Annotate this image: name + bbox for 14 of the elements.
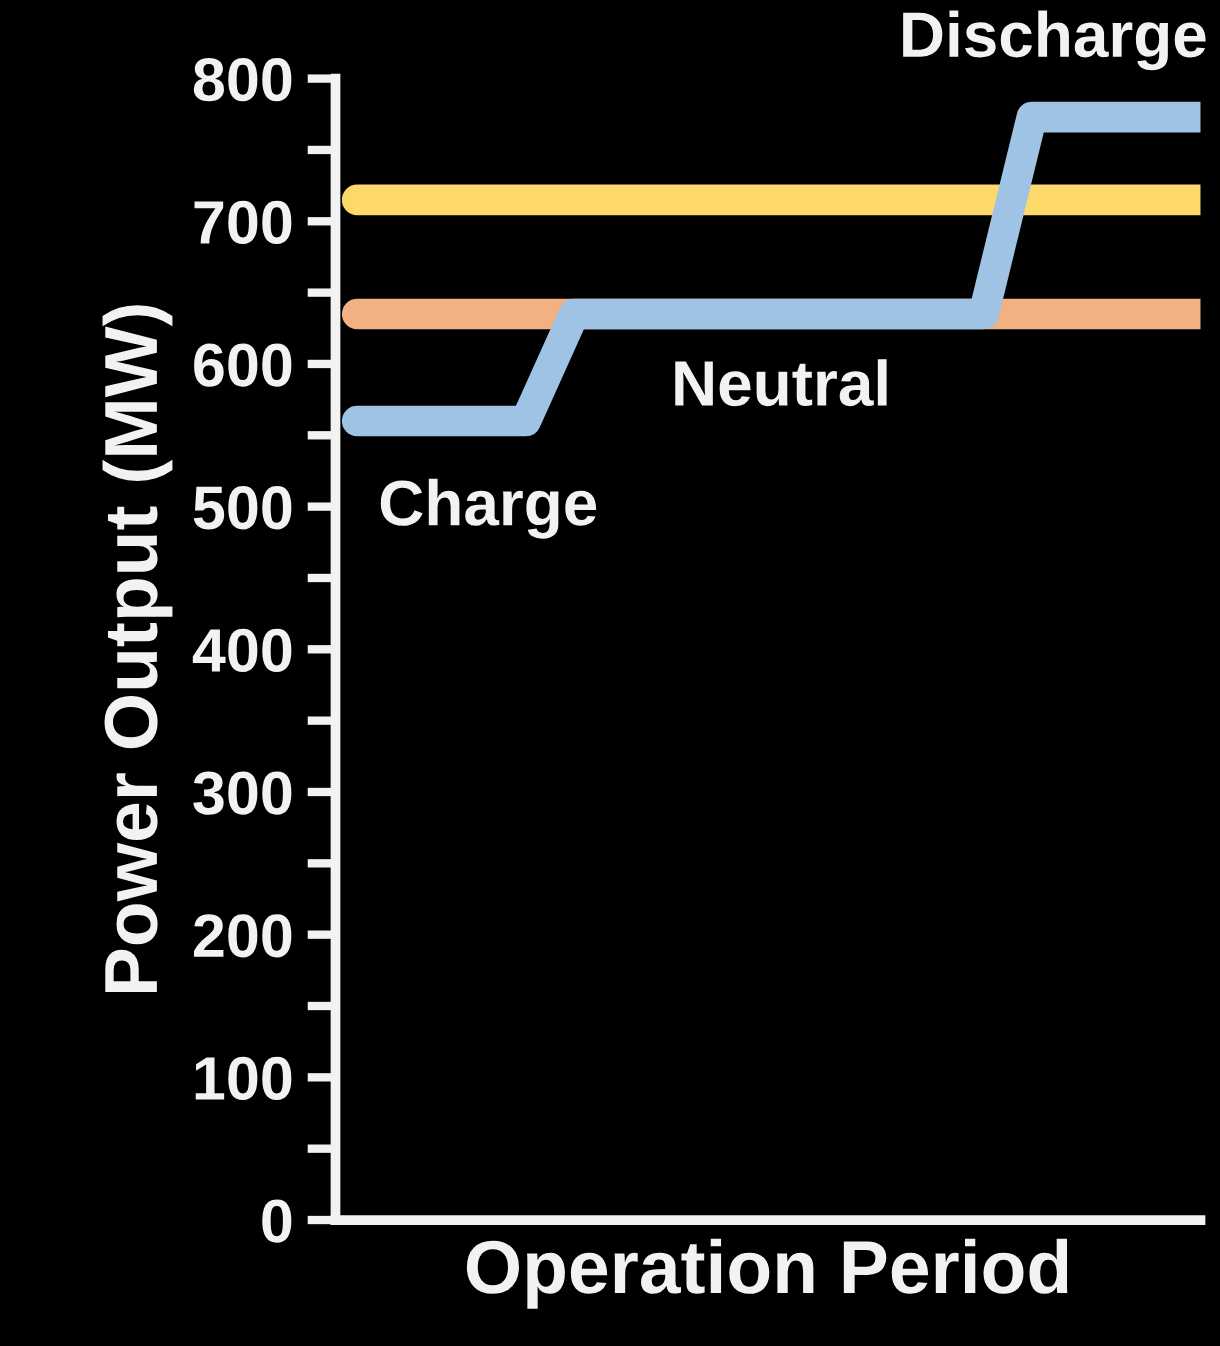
y-axis-title: Power Output (MW) — [102, 305, 173, 993]
annotation: Charge — [380, 478, 597, 539]
y-tick-label: 700 — [194, 200, 292, 245]
text: Discharge — [903, 10, 1206, 71]
y-tick-label: 300 — [193, 771, 292, 815]
y-tick-label: 600 — [194, 343, 292, 387]
y-tick-label: 200 — [194, 914, 292, 958]
x-axis-title: Operation Period — [466, 1238, 1068, 1309]
y-tick-label: 100 — [195, 1056, 292, 1101]
y-tick-label: 0 — [262, 1199, 292, 1243]
y-tick-label: 400 — [192, 628, 292, 673]
annotation: Neutral — [675, 359, 887, 407]
y-tick-label: 800 — [193, 58, 292, 102]
y-tick-label: 500 — [193, 486, 292, 530]
